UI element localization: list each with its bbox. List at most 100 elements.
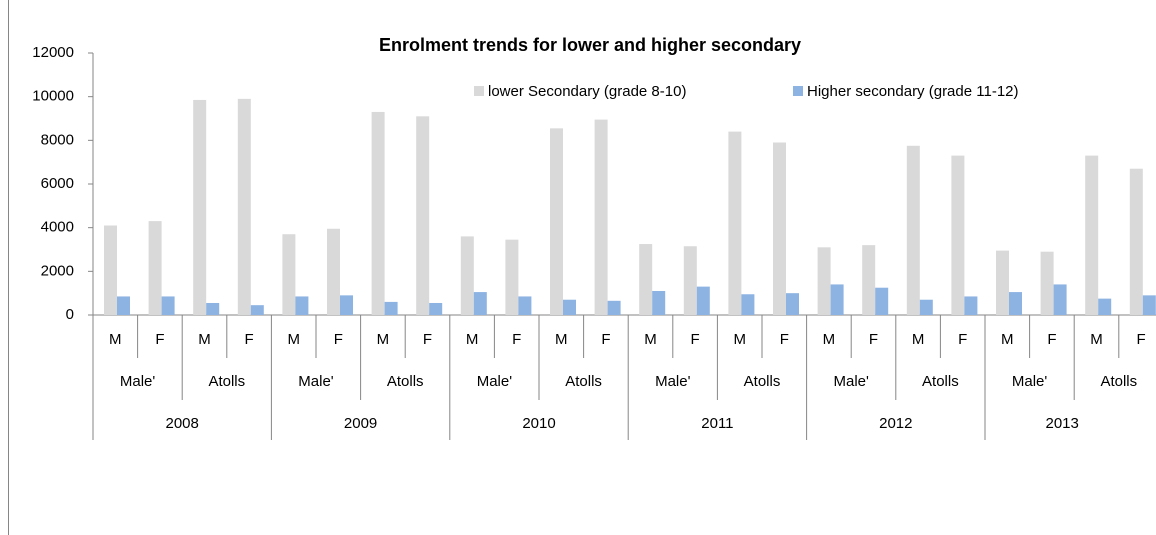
x-tick-label: M — [198, 331, 211, 348]
bar — [371, 111, 385, 315]
x-tick-label: F — [245, 331, 254, 348]
bar — [1009, 292, 1022, 315]
x-tick-label: M — [377, 331, 390, 348]
bar — [295, 296, 309, 315]
bar — [696, 286, 710, 315]
bar — [384, 301, 398, 315]
y-tick-label: 8000 — [41, 131, 74, 148]
x-tick-label: F — [780, 331, 789, 348]
x-tick-label: M — [109, 331, 122, 348]
x-tick-label: F — [601, 331, 610, 348]
x-tick-label: M — [1090, 331, 1103, 348]
group-label: Male' — [298, 373, 334, 390]
bar — [550, 128, 563, 315]
bar — [460, 236, 474, 315]
bar — [607, 300, 621, 315]
x-tick-label: M — [1001, 331, 1014, 348]
legend-swatch — [793, 86, 803, 96]
bar — [327, 228, 340, 315]
y-tick-label: 0 — [66, 306, 74, 323]
x-tick-label: F — [1047, 331, 1056, 348]
x-tick-label: M — [466, 331, 479, 348]
bar — [282, 234, 296, 315]
bar — [505, 239, 519, 315]
bar — [161, 296, 175, 315]
bar — [875, 287, 889, 315]
bar — [1098, 298, 1112, 315]
x-tick-label: F — [958, 331, 967, 348]
x-tick-label: M — [287, 331, 300, 348]
bar — [340, 295, 353, 315]
x-tick-label: F — [155, 331, 164, 348]
bar — [1085, 155, 1099, 315]
bar — [683, 246, 697, 315]
bar — [830, 284, 844, 315]
x-tick-label: F — [1137, 331, 1146, 348]
bar — [193, 99, 207, 315]
x-tick-label: F — [334, 331, 343, 348]
chart-title: Enrolment trends for lower and higher se… — [379, 35, 801, 55]
bar — [741, 294, 755, 315]
bar — [1053, 284, 1067, 315]
bar — [250, 305, 264, 315]
bar — [206, 302, 220, 315]
bar — [237, 98, 251, 315]
bar — [652, 290, 666, 315]
bar — [773, 142, 786, 315]
bar — [518, 296, 532, 315]
year-label: 2011 — [701, 415, 733, 432]
bar — [639, 244, 653, 315]
x-tick-label: F — [512, 331, 521, 348]
legend-label: lower Secondary (grade 8-10) — [488, 83, 686, 100]
bar — [996, 250, 1009, 315]
year-label: 2010 — [522, 415, 555, 432]
group-label: Atolls — [387, 373, 424, 390]
bar — [951, 155, 965, 315]
x-tick-label: F — [869, 331, 878, 348]
group-label: Atolls — [565, 373, 602, 390]
year-label: 2009 — [344, 415, 377, 432]
bar — [594, 119, 608, 315]
x-tick-label: F — [691, 331, 700, 348]
y-tick-label: 12000 — [32, 44, 74, 61]
x-tick-label: M — [733, 331, 746, 348]
group-label: Atolls — [1100, 373, 1137, 390]
bar — [964, 296, 978, 315]
group-label: Atolls — [744, 373, 781, 390]
year-label: 2008 — [166, 415, 199, 432]
group-label: Atolls — [922, 373, 959, 390]
bar — [862, 245, 876, 315]
x-tick-label: F — [423, 331, 432, 348]
y-tick-label: 2000 — [41, 262, 74, 279]
group-label: Male' — [1012, 373, 1048, 390]
bar — [148, 221, 162, 315]
y-tick-label: 4000 — [41, 219, 74, 236]
chart-frame — [8, 0, 9, 535]
bar — [728, 131, 742, 315]
bar — [906, 145, 920, 315]
group-label: Male' — [477, 373, 513, 390]
bar — [817, 247, 831, 315]
bar — [1142, 295, 1156, 315]
bar — [416, 116, 430, 315]
x-tick-label: M — [823, 331, 836, 348]
group-label: Male' — [655, 373, 691, 390]
bar — [1129, 168, 1143, 315]
bar — [1040, 251, 1054, 315]
legend-label: Higher secondary (grade 11-12) — [807, 83, 1019, 100]
group-label: Male' — [834, 373, 870, 390]
x-tick-label: M — [644, 331, 657, 348]
x-tick-label: M — [555, 331, 568, 348]
bar — [117, 296, 130, 315]
bar — [473, 292, 487, 315]
y-tick-label: 10000 — [32, 88, 74, 105]
group-label: Male' — [120, 373, 156, 390]
bar — [919, 299, 933, 315]
bar — [563, 299, 576, 315]
group-label: Atolls — [208, 373, 245, 390]
year-label: 2012 — [879, 415, 912, 432]
legend-swatch — [474, 86, 484, 96]
bar — [429, 302, 443, 315]
bar — [104, 225, 117, 315]
